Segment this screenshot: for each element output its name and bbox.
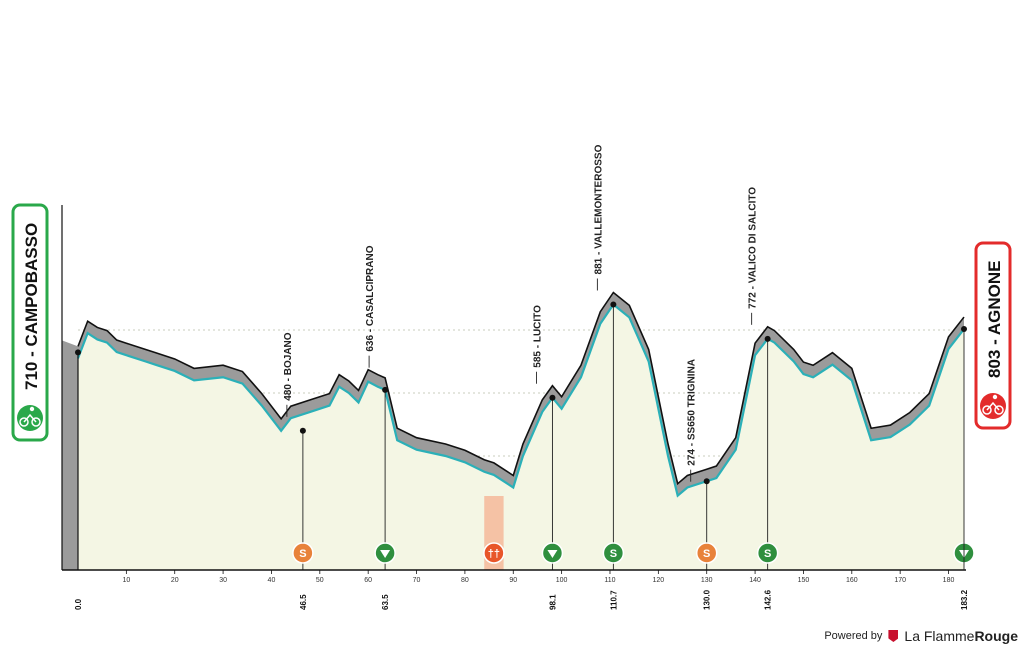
sprint-icon: S [695, 542, 718, 564]
cyclist-wheel-left [982, 405, 992, 415]
finish-box-frame [974, 241, 1012, 430]
x-tick-label: 110 [604, 577, 615, 584]
waypoint-label: 274 - SS650 TRIGNINA [687, 359, 698, 466]
x-axis: 10 20 30 40 50 60 70 80 90 100 110 120 130 140 150 160 1… [61, 205, 967, 610]
x-tick-label: 40 [268, 577, 276, 584]
marker-badge [756, 542, 779, 564]
cyclist-icon [980, 393, 1006, 419]
kom-icon [374, 542, 396, 564]
profile-top-line [77, 291, 965, 486]
waypoint-label: 636 - CASALCIPRANO [365, 245, 376, 351]
x-tick-label: 170 [894, 577, 906, 584]
start-point [75, 349, 81, 356]
finish-point [961, 326, 967, 333]
cyclist-head [992, 394, 998, 400]
waypoints: 480 - BOJANO 636 - CASALCIPRANO 585 - LUCI… [283, 144, 771, 570]
flamme-rouge-logo-icon [888, 630, 899, 642]
kom-icon [541, 542, 564, 564]
marker-km-label: 98.1 [548, 594, 557, 610]
sprint-glyph: S [299, 548, 306, 560]
marker-km-label: 110.7 [609, 590, 618, 610]
feed-zone-icon: †† [483, 542, 505, 564]
x-tick-label: 150 [798, 577, 810, 584]
waypoint-dot [299, 427, 306, 434]
endpoints: 710 - CAMPOBASSO 803 - AGNONE [11, 203, 1012, 442]
sprint-glyph: S [703, 548, 710, 560]
waypoint-dot [610, 301, 617, 308]
cyclist-wheel-right [31, 417, 41, 427]
x-tick-label: 90 [509, 577, 517, 584]
waypoint-label: 585 - LUCITO [532, 305, 543, 368]
x-tick-label: 130 [701, 577, 713, 584]
x-tick-label: 20 [171, 577, 179, 584]
profile-area [62, 291, 965, 570]
x-tick-label: 30 [219, 577, 227, 584]
sprint-green-icon: S [756, 542, 779, 564]
marker-badge [695, 542, 718, 564]
powered-by-label: Powered by [824, 630, 883, 642]
sprint-glyph: S [610, 548, 617, 560]
cyclist-frame [986, 401, 1000, 411]
footer: Powered by La FlammeRouge [824, 628, 1018, 644]
cyclist-head [29, 406, 35, 412]
marker-badge [602, 542, 625, 564]
x-tick-label: 120 [653, 577, 665, 584]
marker-badge [483, 542, 505, 564]
x-tick-label: 160 [846, 577, 858, 584]
start-box-label: 710 - CAMPOBASSO [22, 223, 41, 390]
cyclist-wheel-left [19, 417, 29, 427]
x-tick-label: 50 [316, 577, 324, 584]
start-box-frame [11, 203, 49, 442]
marker-km-label: 142.6 [764, 589, 773, 610]
x-tick-label: 60 [364, 577, 372, 584]
x-tick-label: 100 [556, 577, 568, 584]
profile-shadow-band [78, 292, 964, 496]
sprint-glyph: S [764, 548, 771, 560]
start-side-band [62, 340, 78, 570]
marker-km-label: 63.5 [381, 594, 390, 610]
marker-km-label: 183.2 [960, 589, 969, 610]
cyclist-icon [17, 405, 43, 431]
x-tick-label: 180 [943, 577, 955, 584]
sprint-icon: S [292, 542, 314, 564]
x-tick-label: 10 [122, 577, 130, 584]
kom-triangle [380, 550, 391, 558]
waypoint-dot [703, 478, 710, 485]
waypoint-dot [549, 394, 556, 401]
waypoint-label: 881 - VALLEMONTEROSSO [593, 144, 604, 274]
profile-fill [78, 304, 964, 570]
finish-box: 803 - AGNONE [974, 241, 1012, 430]
profile-road-line [76, 302, 965, 498]
feed-zone-glyph: †† [488, 548, 500, 560]
marker-km-label: 46.5 [299, 594, 308, 610]
marker-badge [292, 542, 314, 564]
marker-km-label: 130.0 [703, 589, 712, 610]
start-km-label: 0.0 [74, 598, 83, 610]
cyclist-wheel-right [994, 405, 1004, 415]
waypoint-label: 480 - BOJANO [283, 332, 294, 401]
x-tick-label: 140 [749, 577, 761, 584]
brand-name: La FlammeRouge [904, 628, 1018, 644]
finish-box-label: 803 - AGNONE [985, 261, 1004, 378]
waypoint-label: 772 - VALICO DI SALCITO [748, 187, 759, 309]
x-tick-label: 80 [461, 577, 469, 584]
start-box: 710 - CAMPOBASSO [11, 203, 49, 442]
sprint-green-icon: S [602, 542, 625, 564]
waypoint-dot [382, 386, 389, 393]
cyclist-frame [23, 413, 37, 423]
x-tick-label: 70 [413, 577, 421, 584]
waypoint-dot [764, 335, 771, 342]
kom-triangle [547, 550, 558, 558]
